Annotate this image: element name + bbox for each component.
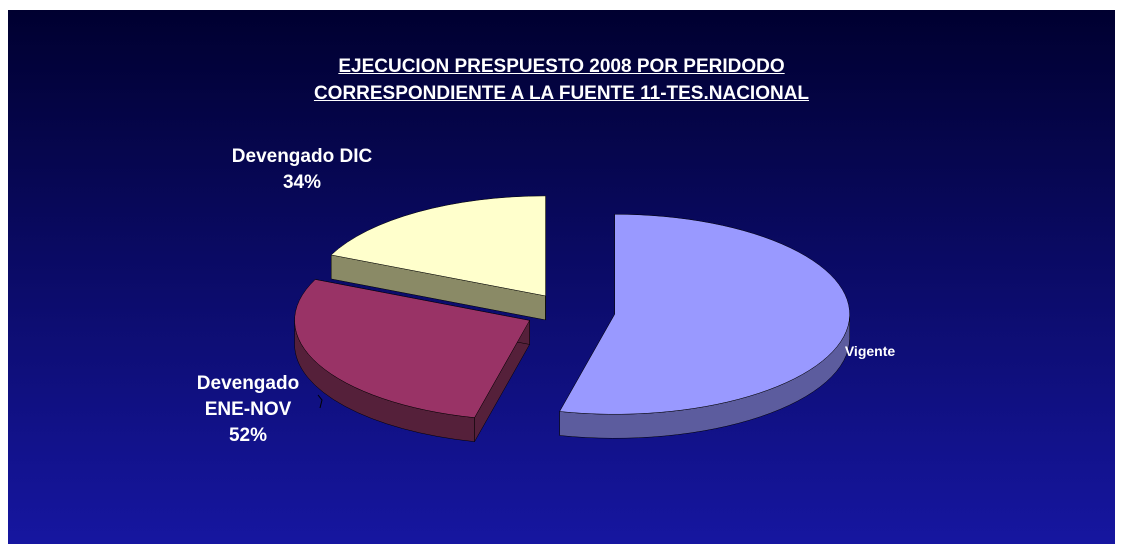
plot-background	[8, 10, 1115, 544]
chart-title: EJECUCION PRESPUESTO 2008 POR PERIDODO	[338, 56, 785, 77]
chart-title: CORRESPONDIENTE A LA FUENTE 11-TES.NACIO…	[313, 83, 810, 104]
slice-label: Vigente	[844, 343, 896, 359]
slice-label: Devengado DIC	[231, 146, 373, 167]
slice-label: Devengado ENE-NOV	[196, 373, 300, 420]
slice	[330, 195, 546, 297]
leader-line	[317, 394, 323, 409]
slice-value-label: 52%	[228, 425, 268, 446]
slice	[559, 214, 850, 415]
slice	[294, 279, 530, 418]
slice-value-label: 34%	[282, 172, 322, 193]
